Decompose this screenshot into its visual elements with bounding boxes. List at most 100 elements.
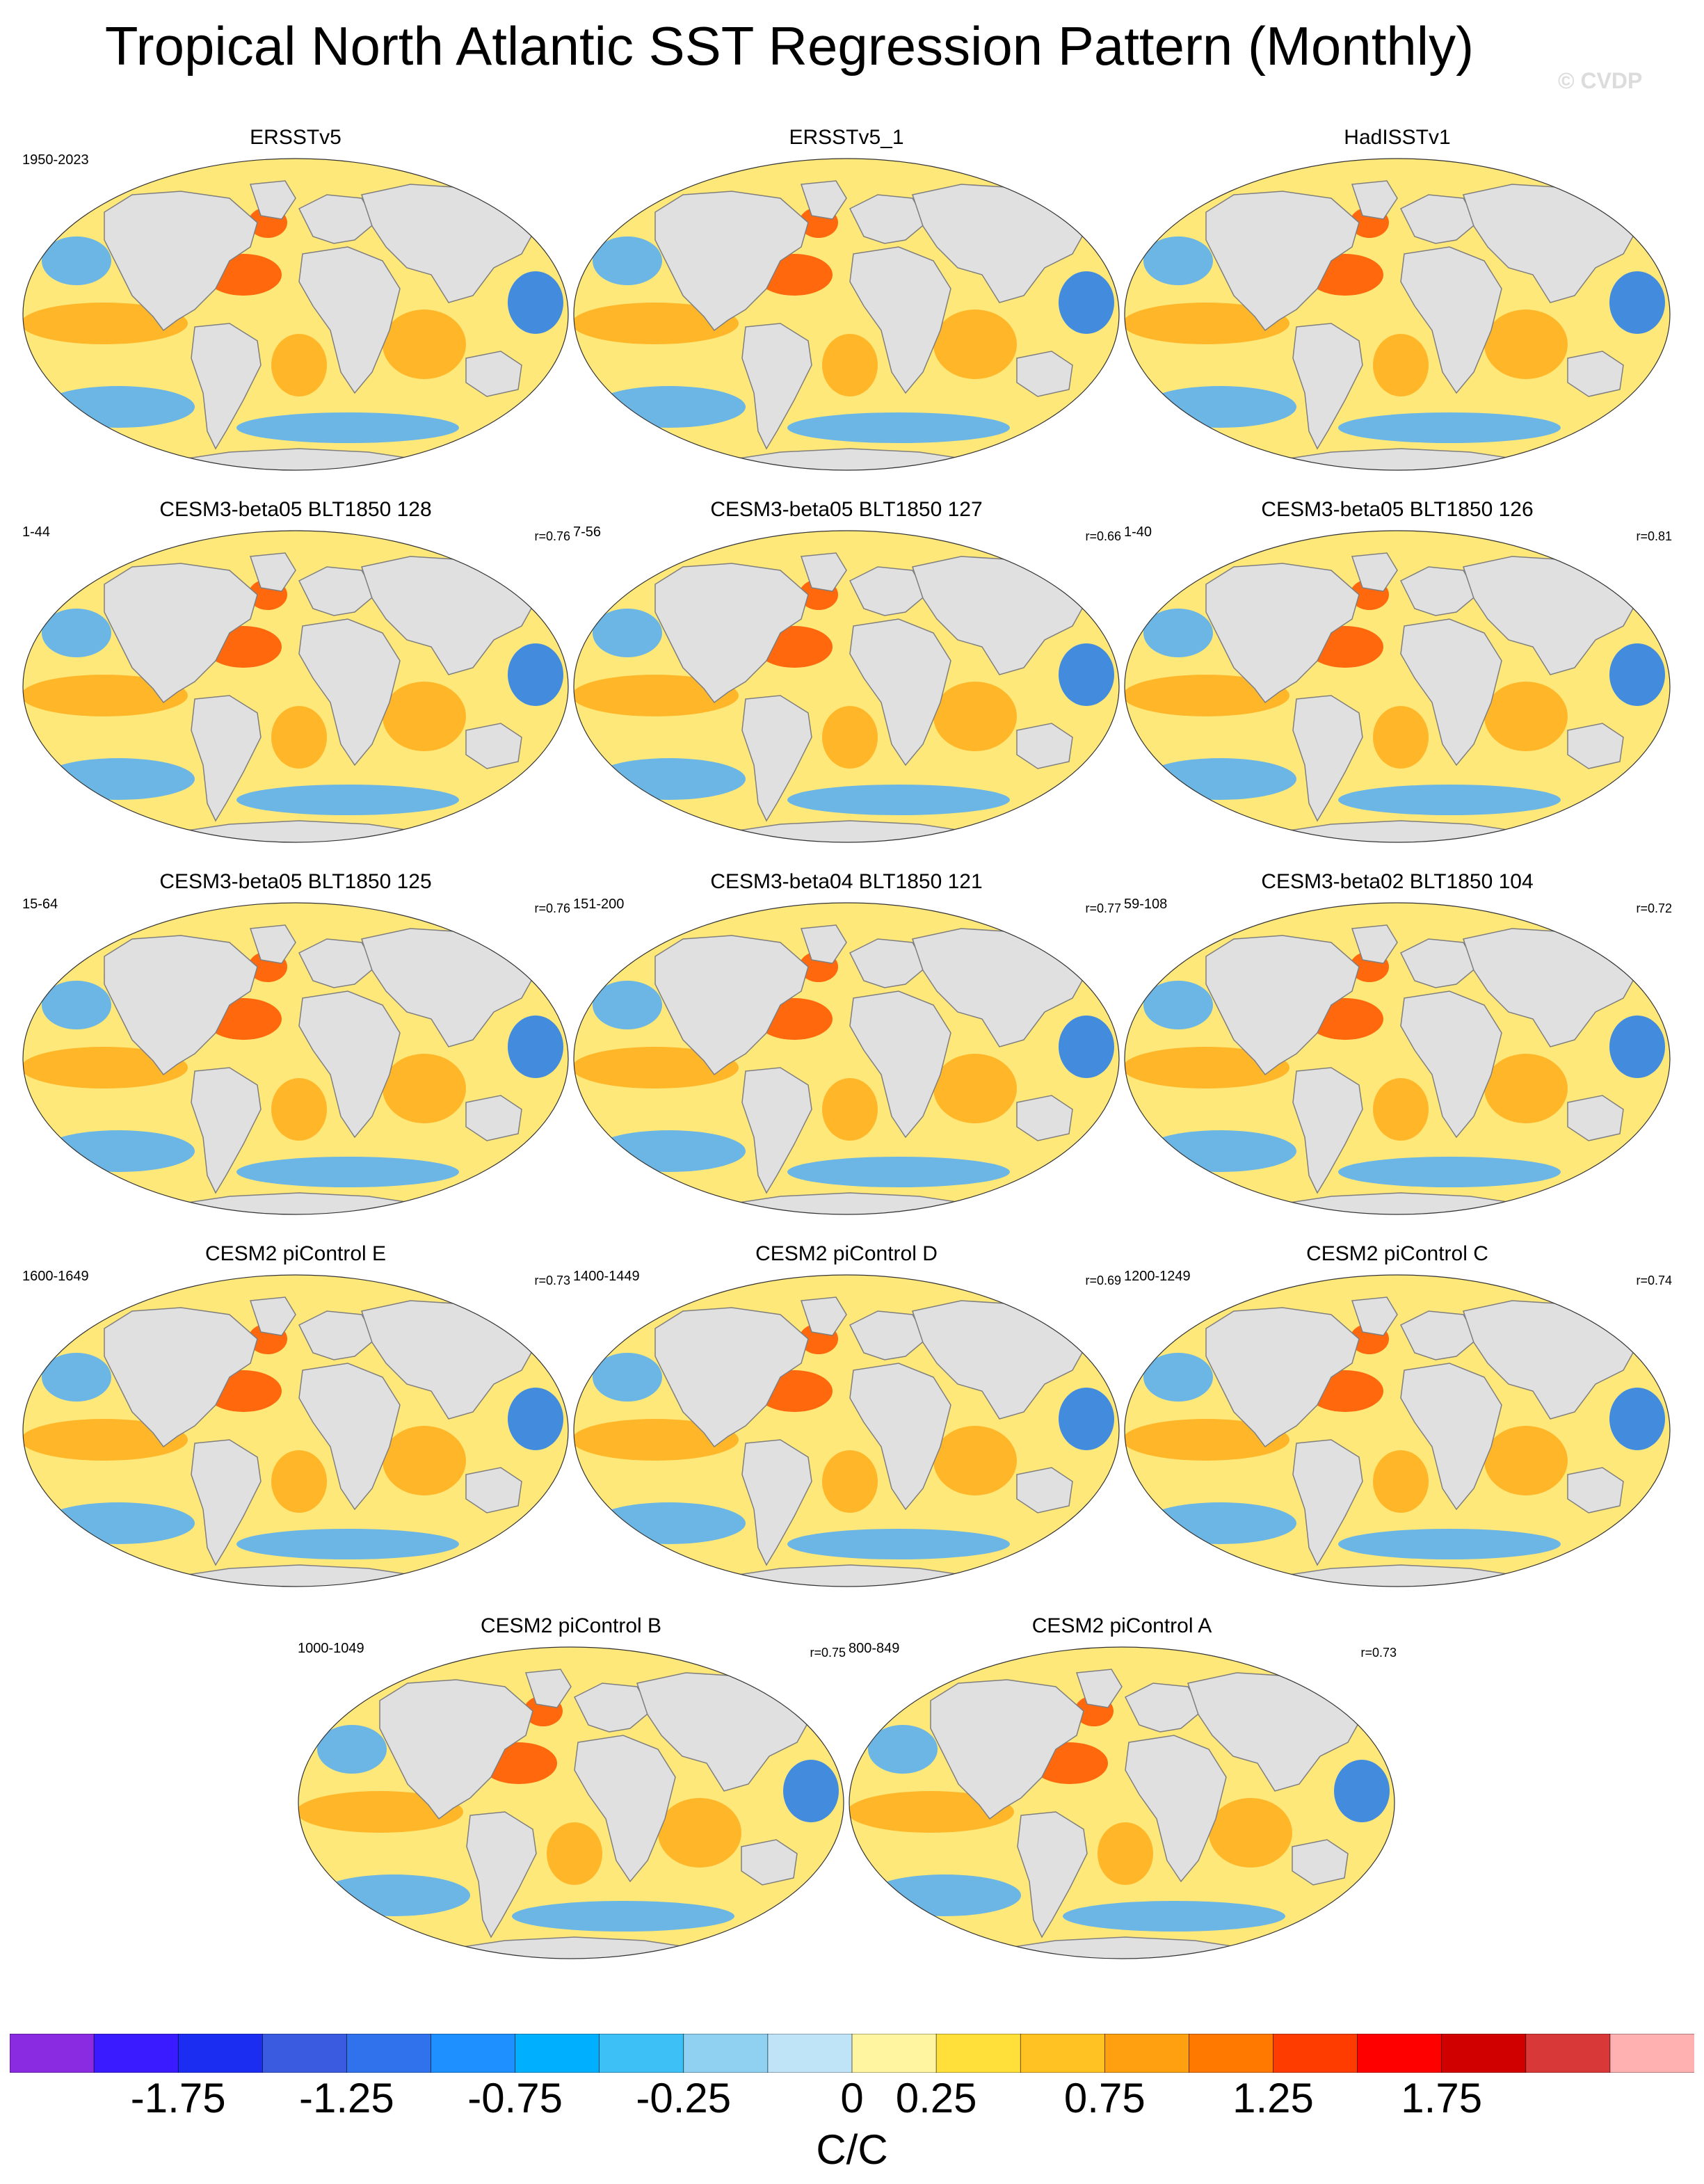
greenland-land (524, 1669, 572, 1708)
south-pacific-cold (42, 1130, 195, 1172)
south-pacific-cold (1143, 1502, 1296, 1544)
south-america-land (466, 1811, 537, 1938)
greenland-land (249, 1296, 296, 1336)
north-pacific-cold (317, 1725, 387, 1774)
south-america-land (191, 323, 262, 450)
south-atlantic-warm (271, 1078, 327, 1141)
australia-land (1016, 1095, 1073, 1141)
robinson-map (22, 530, 569, 843)
panel-title: CESM2 piControl A (1031, 1614, 1212, 1637)
north-pacific-cold (1143, 981, 1213, 1029)
greenland-land (1351, 924, 1398, 964)
south-pacific-cold (593, 1130, 746, 1172)
greenland-land (249, 924, 296, 964)
panel-title: CESM2 piControl D (755, 1242, 938, 1265)
west-pacific-cold (1609, 1388, 1665, 1450)
map-panel: CESM3-beta05 BLT1850 127 7-56 r=0.66 (572, 497, 1121, 845)
colorbar-swatch (515, 2034, 600, 2073)
south-pacific-cold (593, 386, 746, 428)
south-america-land (1017, 1811, 1088, 1938)
southern-ocean-cold (1338, 1157, 1561, 1187)
map-panel: ERSSTv5 1950-2023 (21, 125, 570, 473)
indian-ocean-warm (1209, 1798, 1292, 1868)
colorbar-swatch (431, 2034, 516, 2073)
north-pacific-cold (1143, 609, 1213, 657)
south-pacific-cold (42, 758, 195, 800)
panel-correlation: r=0.81 (1636, 529, 1672, 543)
greenland-land (249, 180, 296, 220)
tropical-pacific-warm (574, 303, 739, 344)
southern-ocean-cold (236, 412, 459, 443)
colorbar-swatch (1357, 2034, 1442, 2073)
south-america-land (1292, 323, 1363, 450)
europe-land (1399, 566, 1478, 616)
north-pacific-cold (1143, 1353, 1213, 1402)
africa-land (849, 246, 951, 394)
south-atlantic-warm (271, 334, 327, 396)
panel-correlation: r=0.69 (1085, 1274, 1121, 1287)
panel-correlation: r=0.76 (534, 901, 570, 915)
panel-years: 15-64 (22, 897, 58, 912)
south-america-land (1292, 1439, 1363, 1566)
greenland-land (1351, 552, 1398, 592)
map-border (573, 530, 1120, 843)
west-pacific-cold (1609, 271, 1665, 334)
map-panel: CESM3-beta05 BLT1850 125 15-64 r=0.76 (21, 869, 570, 1217)
robinson-map (1124, 1274, 1671, 1587)
map-border (849, 1646, 1395, 1959)
africa-land (574, 1735, 676, 1883)
south-atlantic-warm (547, 1822, 602, 1885)
south-america-land (191, 1067, 262, 1194)
australia-land (465, 351, 522, 397)
indian-ocean-warm (1484, 1426, 1568, 1495)
southern-ocean-cold (1338, 785, 1561, 815)
north-pacific-cold (42, 236, 111, 285)
africa-land (849, 618, 951, 766)
africa-land (1400, 1363, 1502, 1511)
panel-years: 7-56 (573, 524, 602, 540)
south-pacific-cold (1143, 1130, 1296, 1172)
north-pacific-cold (1143, 236, 1213, 285)
tropical-pacific-warm (849, 1791, 1014, 1833)
south-atlantic-warm (1373, 1450, 1429, 1513)
tropical-pacific-warm (1125, 675, 1289, 716)
north-america-land (1205, 563, 1360, 704)
panel-title: CESM2 piControl B (480, 1614, 662, 1637)
south-atlantic-warm (1098, 1822, 1153, 1885)
greenland-land (1351, 180, 1398, 220)
southern-ocean-cold (787, 1529, 1010, 1559)
europe-land (849, 194, 927, 244)
greenland-land (800, 1296, 847, 1336)
map-border (1124, 158, 1671, 471)
north-america-land (104, 563, 258, 704)
southern-ocean-cold (1338, 412, 1561, 443)
colorbar-swatch (767, 2034, 853, 2073)
colorbar-swatch (1525, 2034, 1611, 2073)
panel-years: 800-849 (849, 1641, 900, 1656)
europe-land (1124, 1683, 1203, 1733)
europe-land (298, 938, 376, 988)
tropical-pacific-warm (23, 1047, 188, 1089)
europe-land (1399, 1310, 1478, 1360)
south-pacific-cold (868, 1874, 1021, 1916)
africa-land (298, 1363, 401, 1511)
west-pacific-cold (508, 1015, 563, 1078)
west-pacific-cold (783, 1760, 839, 1822)
south-pacific-cold (593, 758, 746, 800)
south-pacific-cold (317, 1874, 470, 1916)
colorbar-swatch (1609, 2034, 1694, 2073)
indian-ocean-warm (383, 310, 466, 379)
robinson-map (22, 902, 569, 1215)
africa-land (298, 246, 401, 394)
north-america-land (654, 563, 809, 704)
europe-land (1399, 938, 1478, 988)
north-pacific-cold (593, 236, 662, 285)
south-atlantic-warm (271, 1450, 327, 1513)
south-atlantic-warm (822, 334, 878, 396)
south-atlantic-warm (271, 706, 327, 769)
south-atlantic-warm (1373, 706, 1429, 769)
north-america-land (1205, 935, 1360, 1076)
panel-correlation: r=0.75 (810, 1646, 846, 1660)
panel-correlation: r=0.73 (534, 1274, 570, 1287)
map-border (1124, 1274, 1671, 1587)
